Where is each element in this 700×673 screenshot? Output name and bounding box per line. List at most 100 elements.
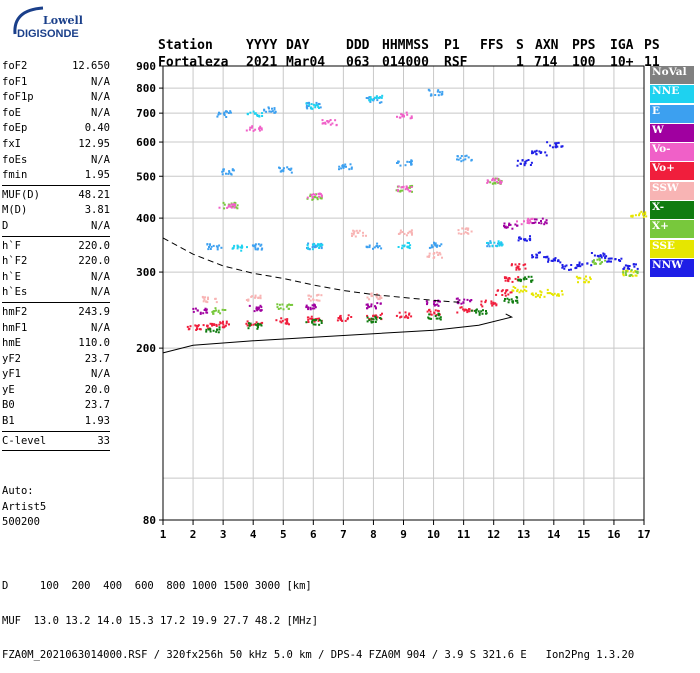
echo-point (468, 308, 470, 311)
echo-point (504, 277, 506, 279)
echo-point (250, 324, 253, 327)
echo-point (575, 275, 578, 278)
echo-point (626, 267, 629, 270)
echo-point (607, 260, 610, 263)
echo-point (426, 255, 429, 258)
echo-point (405, 314, 408, 317)
echo-point (570, 264, 573, 266)
echo-point (406, 241, 409, 244)
echo-point (486, 179, 489, 182)
echo-point (220, 246, 223, 249)
echo-point (371, 295, 373, 297)
echo-point (480, 300, 483, 303)
echo-point (470, 309, 473, 312)
echo-point (221, 321, 224, 324)
series-vo- (218, 111, 534, 226)
param-name: D (2, 219, 9, 232)
echo-point (509, 223, 512, 226)
echo-point (400, 113, 403, 116)
echo-point (377, 246, 379, 249)
echo-point (248, 128, 251, 131)
echo-point (516, 220, 518, 223)
echo-point (376, 293, 379, 295)
echo-point (522, 285, 525, 288)
echo-point (192, 307, 195, 310)
echo-point (341, 165, 344, 168)
echo-point (189, 325, 192, 328)
x-tick-label: 7 (340, 528, 347, 541)
echo-point (288, 323, 290, 326)
echo-point (216, 246, 219, 249)
echo-point (350, 167, 353, 170)
echo-point (335, 123, 338, 126)
echo-point (401, 247, 403, 250)
echo-point (228, 323, 230, 326)
echo-point (326, 120, 329, 122)
echo-point (633, 265, 636, 268)
echo-point (559, 261, 562, 264)
echo-point (316, 317, 319, 320)
echo-point (188, 327, 191, 330)
param-value: 110.0 (78, 337, 110, 350)
echo-point (552, 258, 555, 261)
echo-point (313, 320, 316, 323)
echo-point (405, 187, 408, 190)
param-row: hmF2 243.9 (2, 305, 110, 321)
echo-point (315, 245, 318, 248)
echo-point (259, 244, 262, 247)
x-tick-label: 8 (370, 528, 377, 541)
echo-point (194, 324, 197, 327)
echo-point (514, 223, 517, 226)
x-tick-label: 15 (577, 528, 590, 541)
echo-point (216, 115, 219, 118)
echo-point (561, 293, 564, 296)
logo-line2: DIGISONDE (17, 28, 79, 40)
echo-point (428, 313, 431, 316)
echo-point (202, 324, 205, 327)
echo-point (645, 215, 648, 218)
y-tick-label: 300 (136, 266, 156, 279)
echo-point (397, 190, 400, 192)
echo-point (370, 292, 373, 295)
echo-point (545, 222, 548, 225)
echo-point (215, 323, 218, 326)
echo-point (212, 244, 215, 247)
echo-point (401, 244, 404, 247)
echo-point (212, 329, 215, 332)
echo-point (540, 293, 542, 296)
echo-point (268, 107, 270, 110)
param-value: 1.95 (84, 169, 110, 182)
echo-point (524, 160, 527, 163)
echo-point (265, 110, 268, 113)
param-value: 243.9 (78, 305, 110, 318)
legend-item-nne: NNE (650, 85, 694, 104)
echo-point (470, 158, 473, 161)
echo-point (510, 264, 513, 267)
echo-point (428, 252, 431, 255)
echo-point (318, 195, 320, 198)
echo-point (399, 229, 402, 232)
echo-point (518, 263, 521, 266)
echo-point (409, 185, 412, 188)
echo-point (505, 226, 508, 229)
echo-point (438, 252, 441, 254)
echo-point (407, 232, 410, 235)
param-name: B0 (2, 399, 15, 412)
y-tick-label: 200 (136, 342, 156, 355)
echo-point (440, 243, 443, 246)
echo-point (504, 279, 507, 282)
echo-point (516, 290, 519, 293)
echo-point (433, 241, 435, 244)
param-name: foEs (2, 153, 28, 166)
echo-point (245, 322, 248, 325)
echo-point (258, 129, 261, 132)
echo-point (316, 244, 319, 247)
param-value: 0.40 (84, 122, 110, 135)
param-value: N/A (91, 321, 110, 334)
echo-point (227, 172, 230, 175)
echo-point (276, 303, 279, 306)
echo-point (366, 296, 369, 299)
echo-point (508, 224, 510, 227)
echo-point (271, 107, 273, 110)
echo-point (254, 128, 257, 131)
